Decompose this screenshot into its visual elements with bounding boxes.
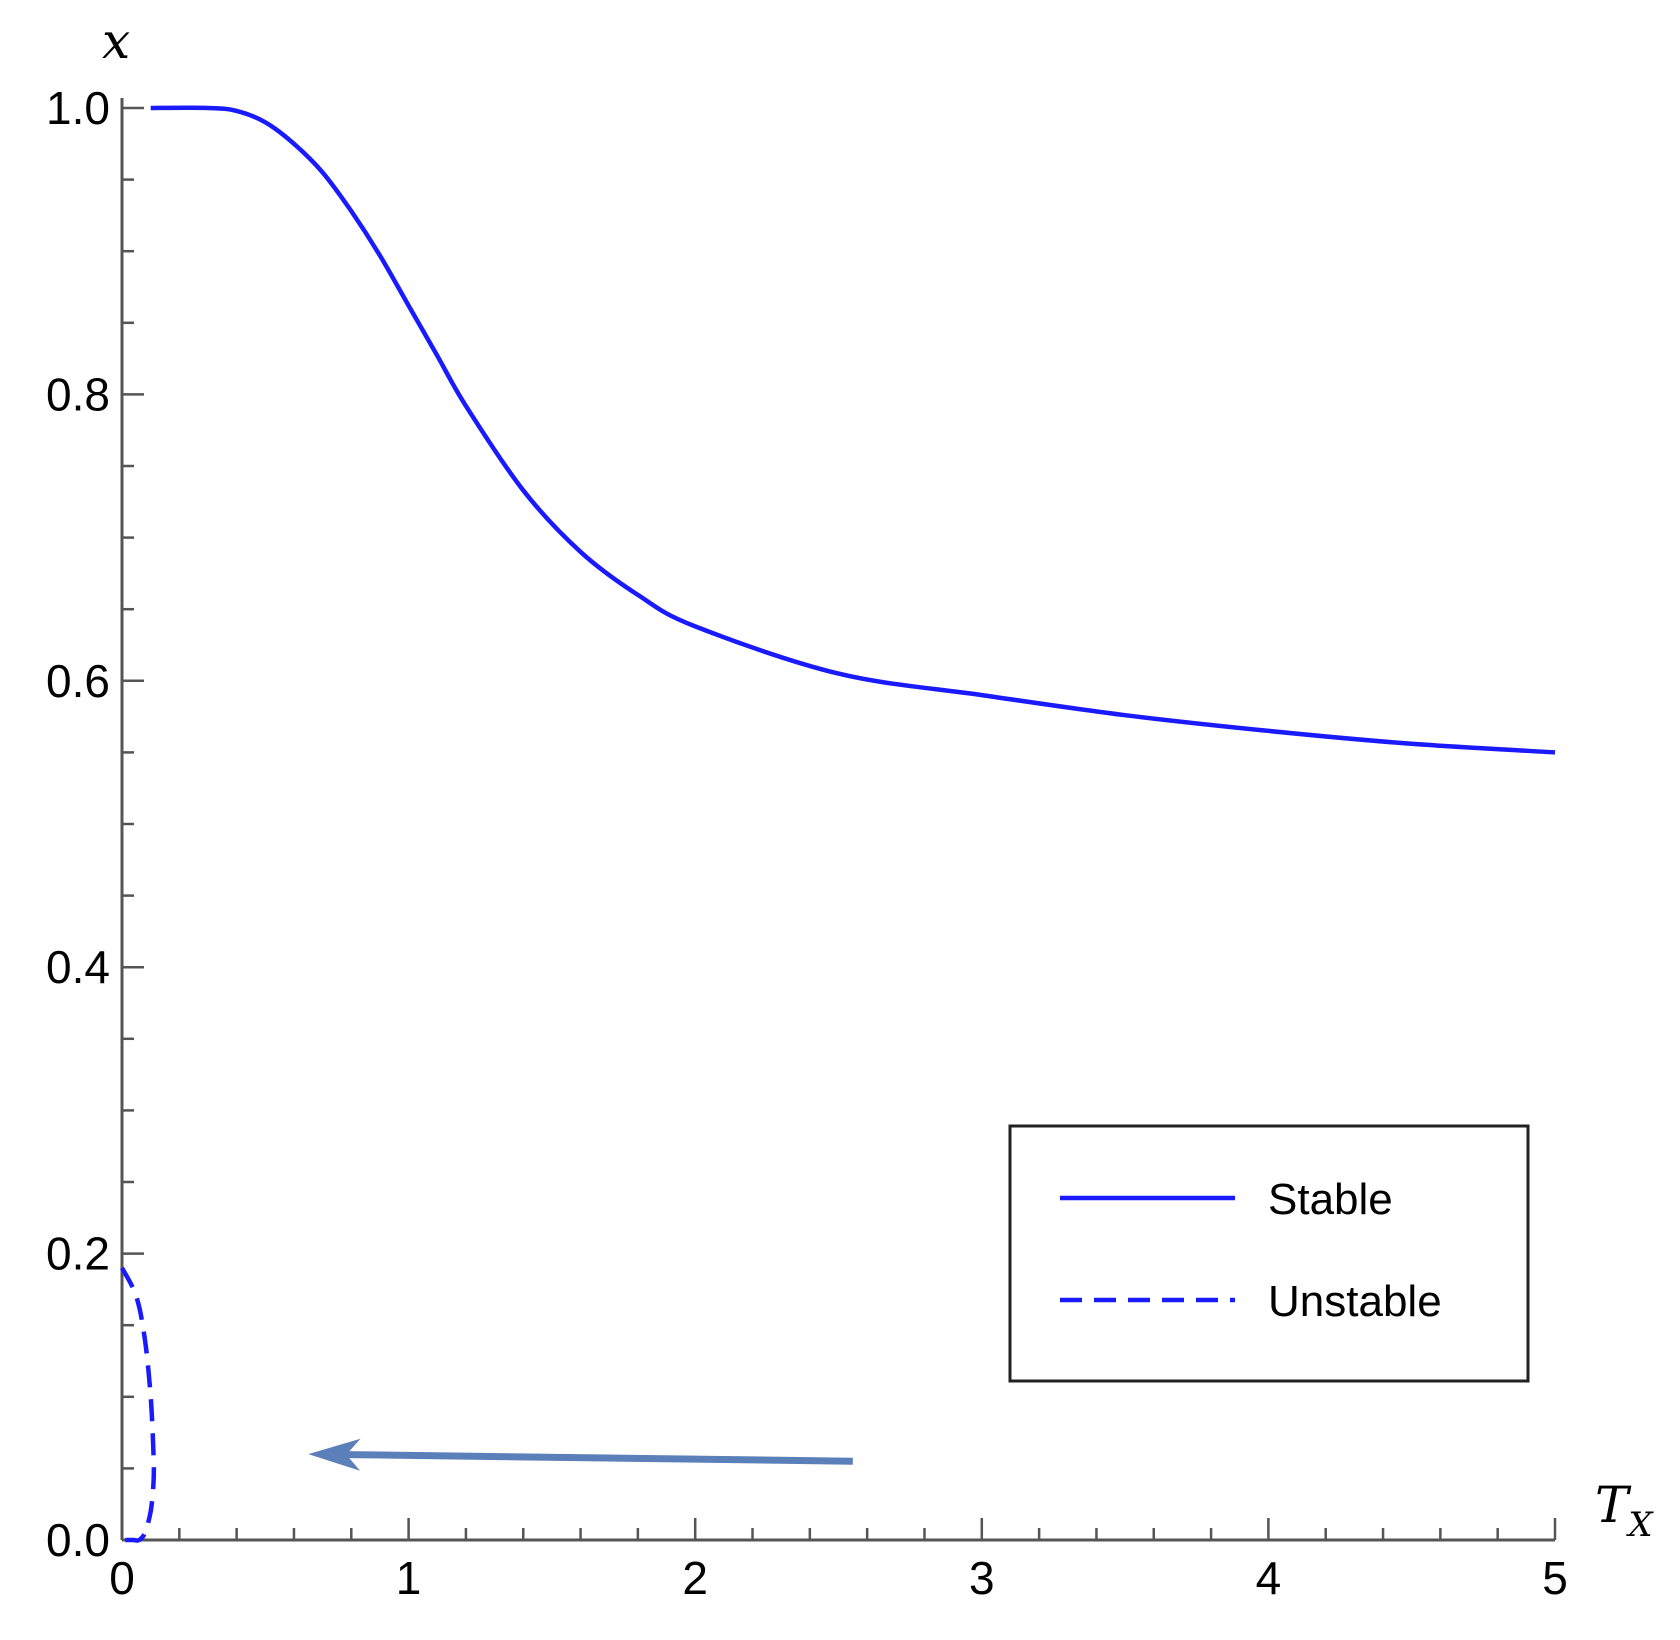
annotations	[308, 1438, 853, 1471]
legend-label-stable: Stable	[1268, 1175, 1393, 1224]
y-tick-label: 1.0	[46, 82, 110, 134]
axes	[120, 98, 1555, 1542]
x-axis-label: TX	[1595, 1476, 1654, 1545]
y-tick-label: 0.6	[46, 655, 110, 707]
y-tick-label: 0.2	[46, 1228, 110, 1280]
series-line-unstable	[119, 1266, 157, 1543]
legend: Stable Unstable	[1008, 1124, 1530, 1383]
y-tick-label: 0.0	[46, 1514, 110, 1566]
x-tick-label: 4	[1256, 1552, 1282, 1604]
x-axis-label-main: T	[1595, 1476, 1632, 1534]
y-tick-label: 0.8	[46, 368, 110, 420]
y-axis-label: x	[102, 12, 130, 70]
arrow-head	[308, 1438, 361, 1471]
legend-box	[1008, 1124, 1530, 1383]
x-axis-label-subscript: X	[1625, 1505, 1654, 1545]
x-tick-label: 3	[969, 1552, 995, 1604]
x-tick-label: 1	[396, 1552, 422, 1604]
x-tick-label: 5	[1542, 1552, 1568, 1604]
arrow-shaft	[346, 1451, 853, 1465]
x-tick-label: 2	[682, 1552, 708, 1604]
series	[119, 105, 1556, 1543]
x-tick-label: 0	[109, 1552, 135, 1604]
y-tick-label: 0.4	[46, 941, 110, 993]
legend-label-unstable: Unstable	[1268, 1277, 1442, 1326]
series-line-stable	[150, 105, 1556, 755]
ticks: 0 1 2 3 4 5 0.0 0.2 0.4 0.6 0.8 1.0	[46, 82, 1568, 1604]
